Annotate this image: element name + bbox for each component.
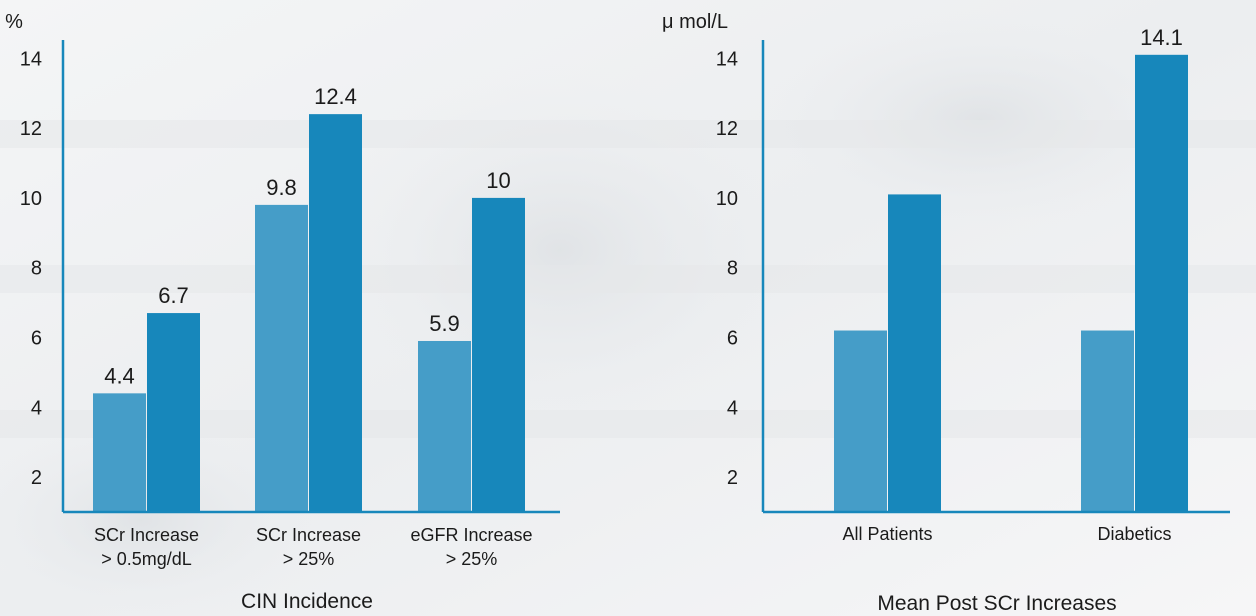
x-category-label: > 25% bbox=[283, 549, 335, 569]
y-tick-label: 8 bbox=[31, 258, 42, 280]
bar-series2-1 bbox=[147, 313, 200, 512]
y-tick-label: 6 bbox=[727, 328, 738, 350]
x-category-label: Diabetics bbox=[1097, 524, 1171, 544]
chart-panel-1: % 2 4 6 8 10 12 14 4.4 6.7 SCr Increase > 0.5mg/dL 9… bbox=[5, 11, 560, 613]
data-label: 4.4 bbox=[104, 363, 135, 388]
y-tick-label: 10 bbox=[716, 188, 738, 210]
x-category-label: > 25% bbox=[446, 549, 498, 569]
y-tick-label: 14 bbox=[716, 48, 738, 70]
y-tick-label: 4 bbox=[31, 397, 42, 419]
data-label: 5.9 bbox=[429, 311, 460, 336]
bar-series2-1 bbox=[888, 194, 941, 512]
x-category-label: SCr Increase bbox=[256, 525, 361, 545]
x-category-label: All Patients bbox=[842, 524, 932, 544]
chart-title: CIN Incidence bbox=[241, 590, 373, 613]
data-label: 14.1 bbox=[1140, 25, 1183, 50]
y-tick-label: 6 bbox=[31, 328, 42, 350]
data-label: 9.8 bbox=[266, 175, 297, 200]
chart-panel-2: μ mol/L 2 4 6 8 10 12 14 All Patients 14.1 Diabeti… bbox=[662, 11, 1230, 615]
x-category-label: > 0.5mg/dL bbox=[101, 549, 192, 569]
bar-series1-1 bbox=[834, 330, 887, 512]
data-label: 12.4 bbox=[314, 84, 357, 109]
y-tick-label: 14 bbox=[20, 48, 42, 70]
bar-series1-2 bbox=[1081, 330, 1134, 512]
data-label: 10 bbox=[486, 168, 510, 193]
bar-series1-2 bbox=[255, 204, 308, 512]
y-tick-label: 10 bbox=[20, 188, 42, 210]
bar-series2-2 bbox=[1135, 54, 1188, 513]
data-label: 6.7 bbox=[158, 283, 189, 308]
chart-title: Mean Post SCr Increases bbox=[877, 592, 1116, 615]
y-tick-label: 2 bbox=[727, 467, 738, 489]
bar-series1-1 bbox=[93, 393, 146, 512]
y-tick-label: 2 bbox=[31, 467, 42, 489]
bar-series1-3 bbox=[418, 340, 471, 512]
x-category-label: eGFR Increase bbox=[410, 525, 532, 545]
y-tick-label: 8 bbox=[727, 258, 738, 280]
x-category-label: SCr Increase bbox=[94, 525, 199, 545]
bar-series2-3 bbox=[472, 197, 525, 512]
y-axis-unit-label: μ mol/L bbox=[662, 11, 728, 33]
y-tick-label: 12 bbox=[716, 118, 738, 140]
bar-series2-2 bbox=[309, 114, 362, 512]
y-tick-label: 4 bbox=[727, 397, 738, 419]
y-axis-unit-label: % bbox=[5, 11, 23, 33]
y-tick-label: 12 bbox=[20, 118, 42, 140]
